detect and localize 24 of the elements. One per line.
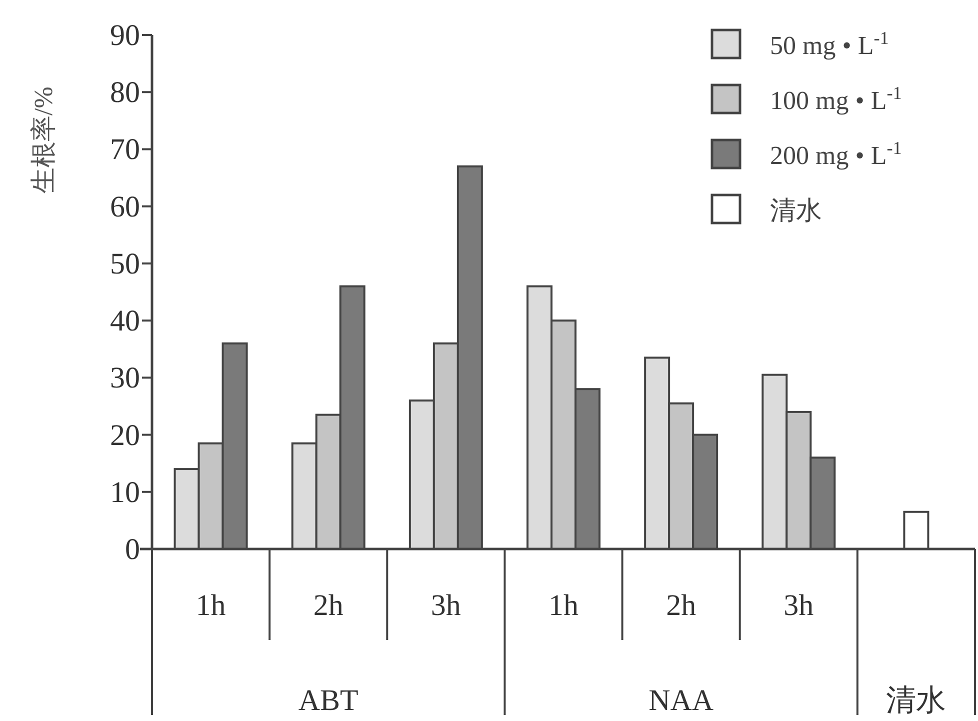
y-tick-label: 90 [110, 19, 140, 52]
legend-label: 100 mg • L$^{-1}$ [770, 83, 902, 115]
y-tick-label: 20 [110, 418, 140, 452]
legend-label: 200 mg • L$^{-1}$ [770, 138, 902, 170]
legend-label: 50 mg • L$^{-1}$ [770, 28, 889, 60]
y-tick-label: 60 [110, 190, 140, 224]
x-tick-label: 3h [430, 589, 461, 622]
y-tick-label: 40 [110, 304, 140, 338]
legend-label: 清水 [770, 196, 822, 225]
text: ABT [298, 684, 358, 717]
y-tick-label: 10 [110, 476, 140, 509]
y-tick-label: 50 [110, 247, 140, 280]
text: NAA [648, 684, 714, 717]
x-tick-label: 2h [666, 589, 696, 622]
y-tick-label: 30 [110, 362, 140, 395]
y-tick-label: 70 [110, 133, 140, 166]
x-tick-label: 1h [196, 589, 226, 622]
text: 清水 [886, 684, 946, 717]
x-tick-label: 3h [784, 589, 814, 622]
x-tick-label: 1h [548, 589, 578, 622]
y-axis-title: 生根率/% [29, 86, 58, 194]
y-tick-label: 0 [125, 533, 140, 566]
x-tick-label: 2h [313, 589, 344, 622]
y-tick-label: 80 [110, 76, 140, 110]
